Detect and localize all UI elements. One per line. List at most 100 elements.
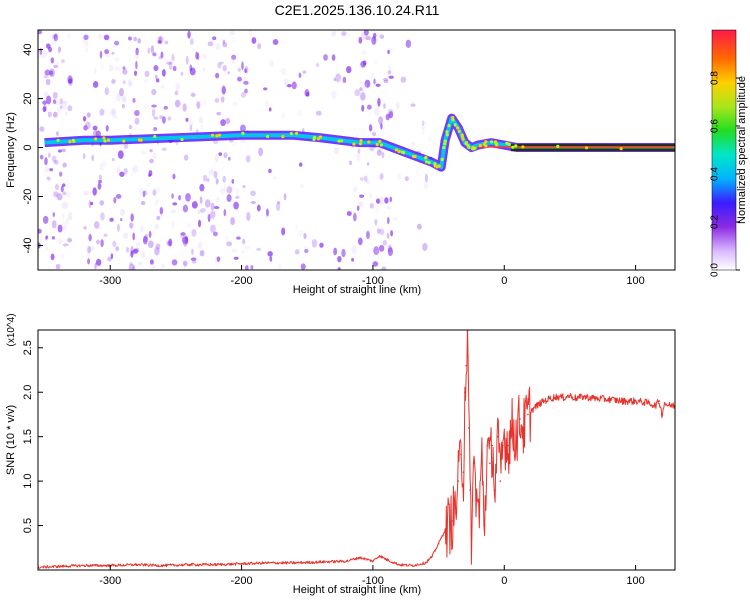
spectrogram-noise-blob	[370, 37, 375, 44]
spectrogram-noise-blob	[122, 66, 126, 70]
spectrogram-noise-blob	[87, 258, 91, 265]
spectrogram-noise-blob	[242, 186, 246, 193]
spectrogram-noise-blob	[51, 236, 56, 240]
spectrogram-noise-blob	[56, 61, 59, 66]
spectrogram-noise-blob	[229, 30, 236, 36]
spectrogram-marks	[38, 30, 675, 270]
spectrogram-noise-blob	[319, 242, 324, 248]
spectrogram-ridge-speck	[505, 141, 509, 145]
spectrogram-noise-blob	[56, 131, 59, 136]
spectrogram-noise-blob	[49, 168, 54, 172]
spectrogram-noise-blob	[107, 256, 112, 262]
spectrogram-noise-blob	[129, 262, 133, 266]
spectrogram-noise-blob	[83, 190, 89, 196]
spectrogram-noise-blob	[53, 191, 59, 198]
snr-point	[499, 480, 502, 482]
spectrogram-noise-blob	[52, 212, 56, 217]
spectrogram-noise-blob	[190, 92, 196, 98]
spectrogram-noise-blob	[235, 195, 240, 200]
spectrogram-noise-blob	[315, 62, 320, 67]
spectrogram-noise-blob	[218, 152, 223, 157]
snr-point	[481, 453, 483, 456]
spectrogram-noise-blob	[387, 70, 392, 75]
snr-trace	[38, 330, 675, 569]
snr-point	[562, 396, 565, 399]
spectrogram-noise-blob	[65, 217, 69, 226]
spectrogram-noise-blob	[92, 81, 99, 88]
spectrogram-noise-blob	[389, 196, 392, 203]
spectrogram-ridge-speck	[180, 137, 184, 142]
spectrogram-noise-blob	[359, 80, 364, 85]
spectrogram-noise-blob	[333, 77, 337, 82]
spectrogram-noise-blob	[269, 60, 274, 68]
spectrogram-noise-blob	[88, 233, 92, 242]
spectrogram-noise-blob	[359, 177, 364, 181]
spectrogram-noise-blob	[94, 67, 97, 75]
spectrogram-noise-blob	[112, 114, 118, 119]
spectrogram-noise-blob	[225, 235, 229, 240]
spectrogram-noise-blob	[85, 121, 91, 130]
spectrogram-noise-blob	[387, 247, 394, 257]
spectrogram-noise-blob	[388, 64, 392, 74]
spectrogram-noise-blob	[366, 162, 370, 166]
spectrogram-noise-blob	[196, 101, 201, 109]
spectrogram-noise-blob	[115, 246, 120, 252]
spectrogram-noise-blob	[114, 66, 121, 71]
spectrogram-noise-blob	[199, 183, 205, 192]
snr-ylabel: SNR (10 * v/v)	[5, 405, 17, 475]
spectrogram-noise-blob	[53, 159, 59, 165]
snr-point	[460, 453, 462, 456]
spectrogram-noise-blob	[220, 96, 225, 103]
spectrogram-noise-blob	[187, 222, 192, 228]
spectrogram-frame	[37, 29, 676, 271]
spectrogram-noise-blob	[191, 201, 198, 209]
spectrogram-noise-blob	[142, 190, 146, 198]
spectrogram-noise-blob	[110, 253, 114, 260]
spectrogram-noise-blob	[366, 179, 370, 185]
spectrogram-ridge-speck	[379, 143, 384, 147]
spectrogram-ridge-speck	[442, 145, 446, 150]
spectrogram-noise-blob	[303, 232, 307, 240]
spectrogram-axes: -300 -200 -100 0 100 40 20 0 -20 -40	[22, 43, 645, 287]
spectrogram-panel: -300 -200 -100 0 100 40 20 0 -20 -40 Height of st…	[5, 29, 676, 296]
spectrogram-ytick-label: 0	[22, 144, 34, 150]
spectrogram-noise-blob	[132, 264, 136, 270]
snr-axes: -300 -200 -100 0 100 0.5 1.0 1.5 2.0 2.5	[22, 340, 645, 587]
colorbar-tick-label: 0.0	[710, 263, 721, 277]
spectrogram-noise-blob	[59, 105, 63, 109]
spectrogram-noise-blob	[150, 45, 155, 54]
spectrogram-xtick-label: -300	[99, 275, 121, 287]
spectrogram-noise-blob	[128, 36, 132, 41]
spectrogram-noise-blob	[368, 124, 373, 132]
spectrogram-noise-blob	[383, 79, 389, 84]
spectrogram-ridge-speck	[68, 140, 72, 144]
spectrogram-noise-blob	[154, 186, 161, 194]
spectrogram-noise-blob	[237, 67, 241, 72]
spectrogram-noise-blob	[241, 250, 245, 254]
spectrogram-noise-blob	[200, 124, 205, 133]
spectrogram-ridge-speck	[375, 142, 379, 147]
spectrogram-noise-blob	[45, 245, 48, 251]
spectrogram-noise-blob	[100, 61, 104, 70]
spectrogram-noise-blob	[155, 74, 158, 80]
snr-point	[135, 563, 138, 566]
spectrogram-ridge-speck	[122, 139, 126, 143]
snr-ytick-label: 1.0	[22, 473, 34, 488]
spectrogram-noise-blob	[304, 248, 309, 254]
spectrogram-noise-blob	[129, 222, 134, 229]
spectrogram-noise-blob	[49, 70, 54, 76]
spectrogram-noise-blob	[83, 125, 88, 131]
spectrogram-noise-blob	[332, 30, 337, 35]
spectrogram-noise-blob	[303, 245, 309, 254]
spectrogram-noise-blob	[277, 263, 282, 270]
spectrogram-noise-blob	[219, 61, 224, 65]
spectrogram-noise-blob	[286, 83, 292, 88]
spectrogram-noise-blob	[183, 239, 187, 247]
spectrogram-noise-blob	[214, 98, 220, 103]
snr-point	[478, 515, 481, 518]
spectrogram-noise-blob	[361, 104, 365, 112]
spectrogram-ridge-speck	[455, 126, 460, 130]
spectrogram-noise-blob	[155, 243, 161, 250]
spectrogram-noise-blob	[337, 255, 342, 263]
spectrogram-noise-blob	[65, 202, 69, 208]
